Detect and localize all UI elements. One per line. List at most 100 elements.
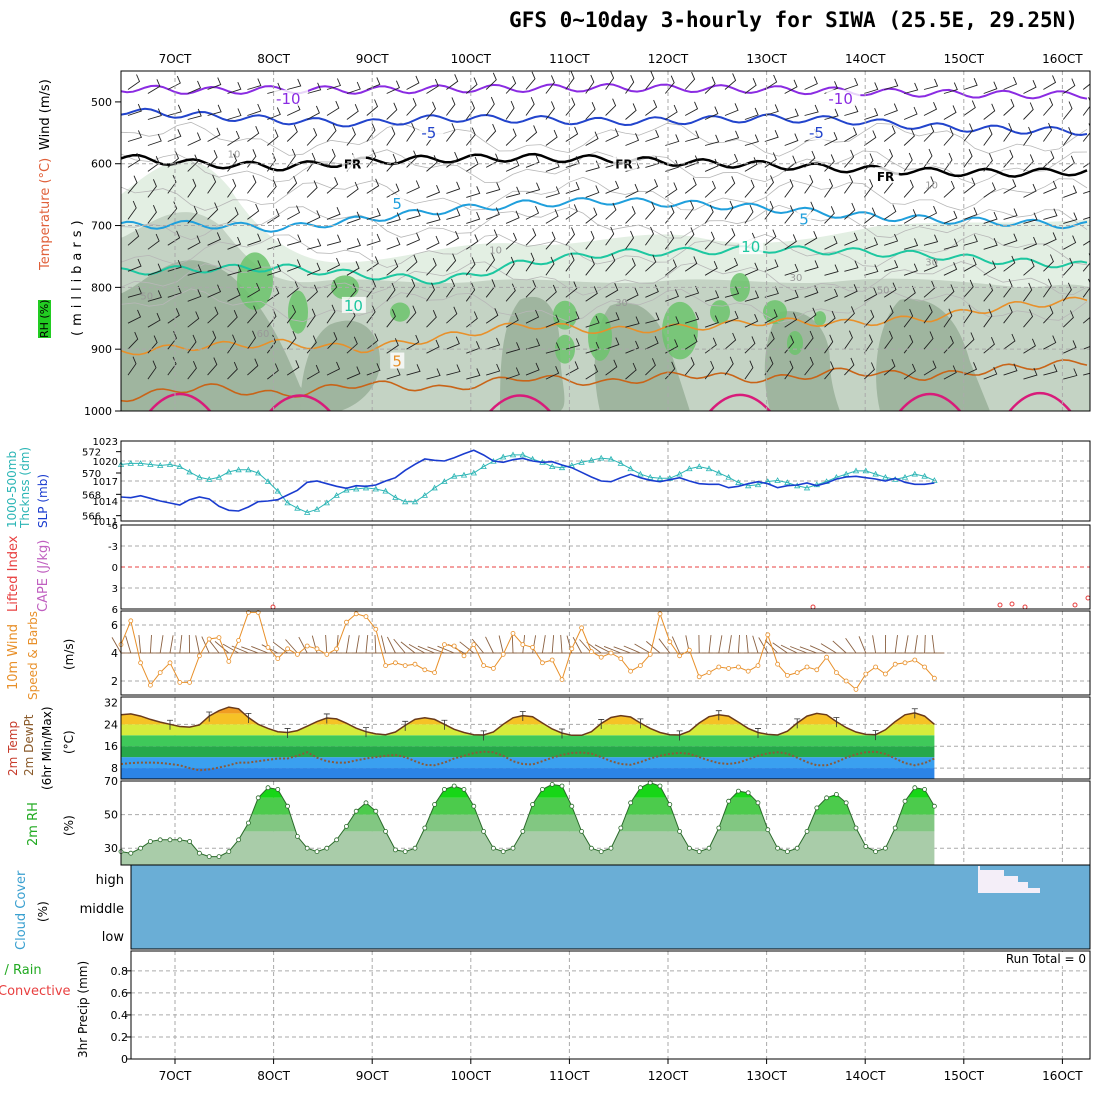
rh-contour-0 xyxy=(121,121,1088,157)
upper-wind-barb xyxy=(724,153,739,168)
slp-tick-label: 1017 xyxy=(93,477,118,488)
rh2m-point xyxy=(530,802,535,807)
run-total: Run Total = 0 xyxy=(1005,952,1086,966)
upper-wind-barb xyxy=(983,81,998,94)
upper-wind-barb xyxy=(804,260,819,272)
thickness-point xyxy=(617,460,624,466)
rh-contour-label: 10 xyxy=(489,245,502,256)
upper-wind-barb xyxy=(167,260,182,272)
wind-speed-point xyxy=(363,614,369,619)
upper-wind-barb xyxy=(883,282,897,298)
surface-wind-barb xyxy=(646,641,661,654)
upper-wind-barb xyxy=(963,257,977,272)
thickness-point xyxy=(284,499,291,506)
upper-wind-barb xyxy=(665,182,678,198)
wind-speed-point xyxy=(834,670,839,675)
upper-wind-barb xyxy=(1043,232,1057,246)
upper-wind-barb xyxy=(466,77,478,94)
thickness-point xyxy=(656,475,664,481)
upper-wind-barb xyxy=(286,331,297,350)
lifted-index-tick-label: -3 xyxy=(108,542,118,553)
upper-wind-barb xyxy=(446,278,456,298)
x-tick-label-bottom: 10OCT xyxy=(451,1069,492,1083)
rh2m-point xyxy=(422,825,428,831)
wind-speed-point xyxy=(324,652,330,657)
surface-wind-barb xyxy=(417,645,435,654)
rh2m-point xyxy=(304,845,310,851)
upper-wind-barb xyxy=(267,129,279,146)
rh2m-point xyxy=(520,829,526,834)
rh2m-point xyxy=(383,829,389,834)
surface-wind-barb xyxy=(894,635,898,654)
surface-wind-barb xyxy=(408,644,426,654)
upper-wind-barb xyxy=(306,364,320,380)
upper-wind-barb xyxy=(147,79,161,94)
thickness-point xyxy=(402,498,409,505)
upper-wind-barb xyxy=(1063,340,1077,354)
upper-wind-barb xyxy=(844,127,858,142)
contour-label: 10 xyxy=(344,297,363,315)
upper-wind-barb xyxy=(565,181,580,194)
warm-contour-1 xyxy=(268,394,332,411)
lifted-index-point xyxy=(1072,602,1078,608)
wind-speed-point xyxy=(745,668,751,674)
upper-wind-barb xyxy=(187,361,197,380)
thickness-point xyxy=(431,484,438,491)
warm-contour-2 xyxy=(488,394,552,411)
upper-wind-barb xyxy=(127,175,138,194)
contour-label: FR xyxy=(877,170,894,184)
upper-wind-barb xyxy=(1003,76,1018,90)
upper-wind-barb xyxy=(1082,240,1090,246)
wind-speed-point xyxy=(667,639,673,645)
rh2m-point xyxy=(706,845,712,851)
upper-wind-barb xyxy=(545,101,555,120)
wind-speed-point xyxy=(559,677,565,682)
upper-wind-barb xyxy=(923,102,938,116)
upper-wind-barb xyxy=(864,130,877,146)
rh-tick-label: 50 xyxy=(104,809,118,822)
upper-wind-barb xyxy=(784,312,798,328)
upper-wind-barb xyxy=(585,207,598,224)
upper-wind-barb xyxy=(386,80,400,94)
wind-speed-point xyxy=(755,663,761,668)
upper-wind-barb xyxy=(545,284,557,302)
rh2m-point xyxy=(392,847,398,853)
wind-speed-point xyxy=(843,678,849,684)
warm-contour-0 xyxy=(148,392,212,411)
temp-bands xyxy=(121,707,935,779)
surface-wind-barb xyxy=(159,635,164,654)
upper-wind-barb xyxy=(1043,75,1057,90)
upper-wind-barb xyxy=(426,185,441,198)
rh2m-point xyxy=(716,825,722,831)
upper-wind-barb xyxy=(326,207,341,220)
upper-wind-barb xyxy=(207,284,222,298)
rh-shade-8 xyxy=(988,311,1090,411)
surface-wind-barb xyxy=(772,642,788,654)
upper-wind-barb xyxy=(406,122,416,142)
upper-wind-barb xyxy=(704,231,715,250)
surface-wind-barb xyxy=(111,637,122,654)
temp-band xyxy=(121,713,935,725)
label-lifted-index: Lifted Index xyxy=(6,535,21,612)
lifted-index-point xyxy=(1085,595,1091,601)
upper-wind-barb xyxy=(525,125,538,142)
wind10m-panel-frame xyxy=(120,610,1091,696)
upper-wind-barb xyxy=(585,131,599,146)
thickness-point xyxy=(460,471,468,478)
temp-tick-label: 32 xyxy=(104,696,118,709)
rh2m-point xyxy=(245,820,251,826)
upper-wind-barb xyxy=(724,332,737,350)
wind-speed-point xyxy=(628,668,633,674)
thickness-point xyxy=(421,492,428,498)
rh2m-point xyxy=(451,783,457,789)
temp-minmax-bar xyxy=(441,719,448,730)
upper-wind-barb xyxy=(306,210,321,224)
slp-tick-label: 1020 xyxy=(93,457,118,468)
rh-contour-6 xyxy=(121,288,1088,323)
upper-wind-barb xyxy=(505,128,517,146)
upper-wind-barb xyxy=(645,99,658,116)
upper-wind-barb xyxy=(764,331,775,350)
upper-wind-barb xyxy=(744,134,759,146)
upper-wind-barb xyxy=(227,178,237,198)
rh-contour-label: 30 xyxy=(615,298,628,309)
